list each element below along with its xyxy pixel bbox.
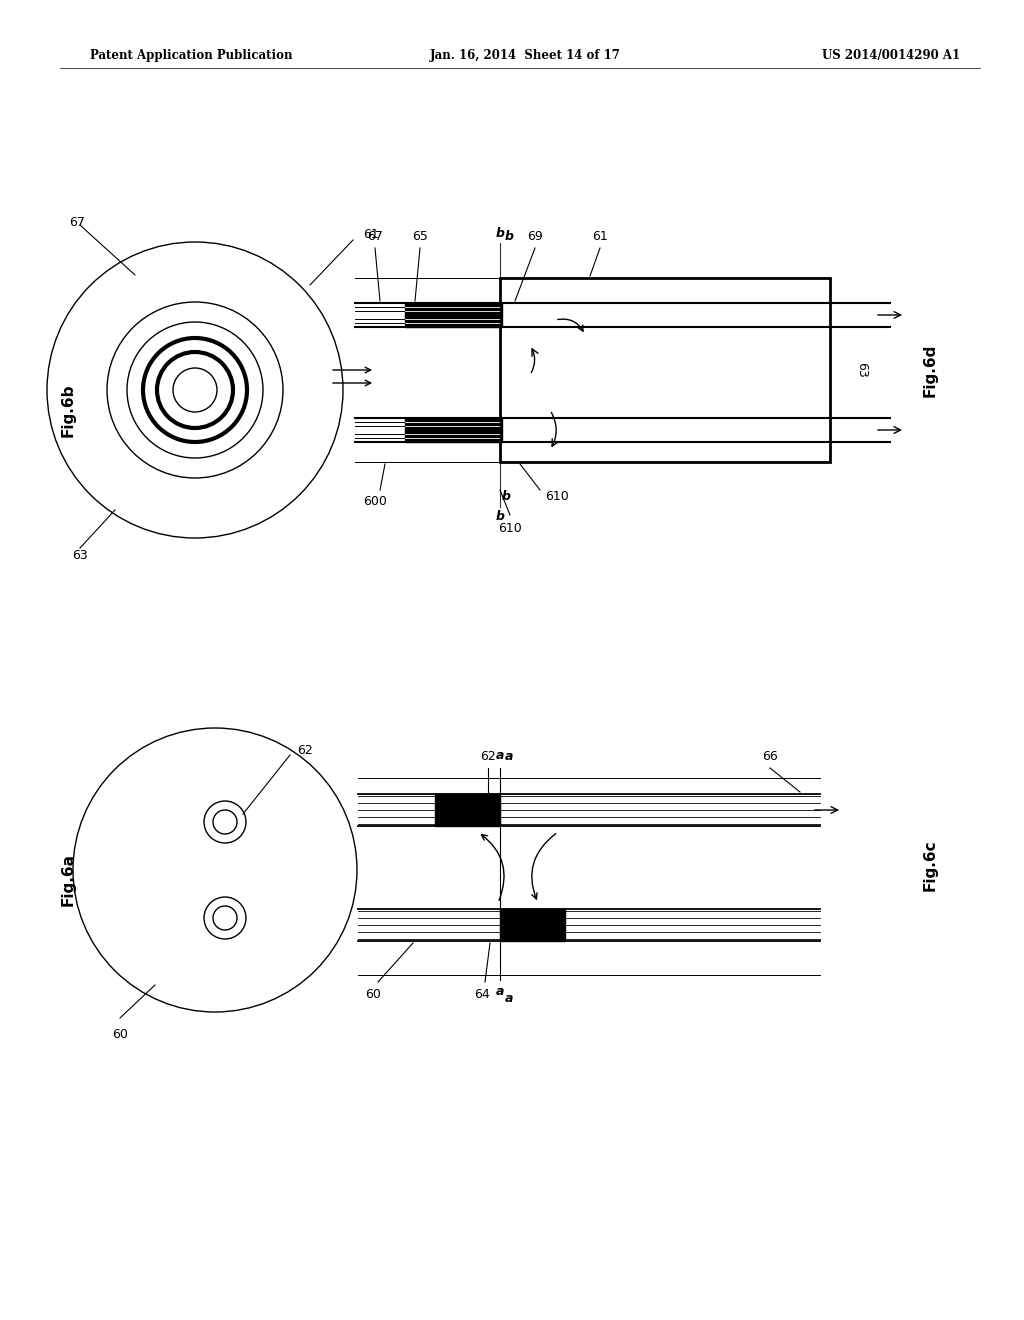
Text: a: a xyxy=(496,985,504,998)
Text: 600: 600 xyxy=(364,495,387,508)
Text: 67: 67 xyxy=(367,230,383,243)
Text: 64: 64 xyxy=(474,987,489,1001)
Text: b: b xyxy=(502,490,511,503)
Text: 60: 60 xyxy=(112,1028,128,1041)
Text: 62: 62 xyxy=(480,750,496,763)
Text: 63: 63 xyxy=(72,549,88,562)
Text: 66: 66 xyxy=(762,750,778,763)
Text: a: a xyxy=(505,993,513,1005)
Text: US 2014/0014290 A1: US 2014/0014290 A1 xyxy=(822,49,961,62)
Text: 61: 61 xyxy=(592,230,608,243)
Text: 65: 65 xyxy=(412,230,428,243)
Text: a: a xyxy=(505,750,513,763)
Text: 69: 69 xyxy=(527,230,543,243)
Text: Fig.6d: Fig.6d xyxy=(923,343,938,397)
Text: 62: 62 xyxy=(297,743,312,756)
Text: 61: 61 xyxy=(362,228,379,242)
Text: b: b xyxy=(496,227,505,240)
Bar xyxy=(500,279,830,462)
Text: a: a xyxy=(496,748,504,762)
Text: b: b xyxy=(505,230,514,243)
Text: b: b xyxy=(496,510,505,523)
Text: Fig.6a: Fig.6a xyxy=(60,854,76,907)
Text: Fig.6c: Fig.6c xyxy=(923,840,938,891)
Text: Patent Application Publication: Patent Application Publication xyxy=(90,49,293,62)
Text: Fig.6b: Fig.6b xyxy=(60,383,76,437)
Text: 63: 63 xyxy=(855,362,868,378)
Text: 610: 610 xyxy=(545,490,568,503)
Text: 67: 67 xyxy=(69,215,85,228)
Text: Jan. 16, 2014  Sheet 14 of 17: Jan. 16, 2014 Sheet 14 of 17 xyxy=(430,49,621,62)
Text: 610: 610 xyxy=(498,521,522,535)
Text: 60: 60 xyxy=(366,987,381,1001)
